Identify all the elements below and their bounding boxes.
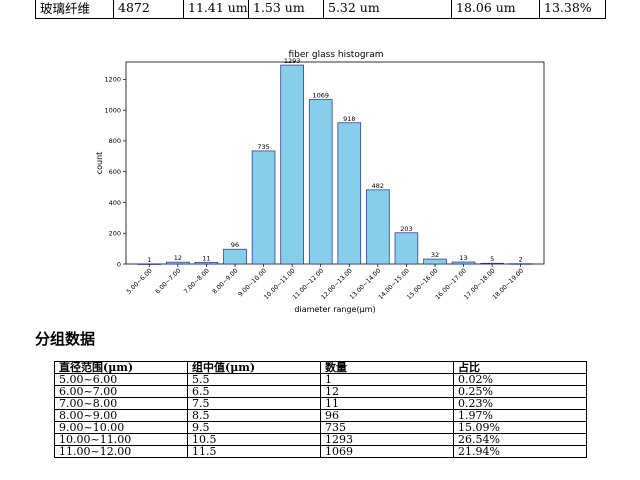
cell-count: 96 [320, 409, 454, 422]
header-ratio: 占比 [453, 361, 587, 374]
summary-mean: 11.41 um [183, 0, 249, 19]
x-tick-label: 5.00~6.00 [126, 267, 154, 295]
cell-count: 12 [320, 385, 454, 398]
cell-range: 10.00~11.00 [54, 433, 188, 446]
chart-title: fiber glass histogram [288, 50, 383, 60]
y-tick-label: 400 [109, 199, 121, 207]
cell-count: 11 [320, 397, 454, 410]
cell-ratio: 0.23% [453, 397, 587, 410]
bar-9.00~10.00 [251, 150, 276, 265]
bar-12.00~13.00 [337, 122, 362, 265]
histogram-chart: fiber glass histogram 1 12 11 96 735 1293 1069… [95, 50, 545, 314]
cell-range: 5.00~6.00 [54, 373, 188, 386]
bar-10.00~11.00 [280, 64, 304, 265]
cell-midpoint: 9.5 [187, 421, 321, 434]
cell-midpoint: 11.5 [187, 445, 321, 458]
bar-value-label: 5 [490, 255, 494, 263]
summary-cv: 13.38% [539, 0, 606, 19]
x-tick-label: 18.00~19.00 [491, 267, 525, 301]
cell-range: 6.00~7.00 [54, 385, 188, 398]
cell-range: 8.00~9.00 [54, 409, 188, 422]
bar-value-label: 11 [202, 254, 210, 262]
bars-group: 1 12 11 96 735 1293 1069 918 482 203 32 13 5 2 [137, 57, 533, 265]
y-tick-label: 1200 [104, 76, 121, 84]
summary-max: 18.06 um [451, 0, 540, 19]
y-tick-label: 600 [109, 168, 121, 176]
x-tick-label: 9.00~10.00 [237, 267, 268, 298]
table-row: 10.00~11.00 10.5 1293 26.54% [54, 433, 587, 446]
table-row: 11.00~12.00 11.5 1069 21.94% [54, 445, 587, 458]
header-count: 数量 [320, 361, 454, 374]
cell-midpoint: 7.5 [187, 397, 321, 410]
table-row: 6.00~7.00 6.5 12 0.25% [54, 385, 587, 398]
cell-midpoint: 8.5 [187, 409, 321, 422]
bar-11.00~12.00 [308, 99, 333, 265]
bar-value-label: 735 [257, 143, 269, 151]
x-tick-label: 7.00~8.00 [183, 267, 211, 295]
bar-value-label: 2 [519, 256, 523, 264]
y-tick-label: 1000 [104, 106, 121, 114]
table-row: 7.00~8.00 7.5 11 0.23% [54, 397, 587, 410]
summary-min: 5.32 um [323, 0, 452, 19]
x-axis-label: diameter range(μm) [294, 305, 375, 314]
cell-midpoint: 10.5 [187, 433, 321, 446]
plot-frame [125, 61, 545, 265]
y-tick-label: 200 [109, 230, 121, 238]
cell-count: 735 [320, 421, 454, 434]
table-row: 9.00~10.00 9.5 735 15.09% [54, 421, 587, 434]
header-midpoint: 组中值(μm) [187, 361, 321, 374]
bar-value-label: 32 [431, 251, 439, 259]
bar-value-label: 482 [372, 182, 384, 190]
y-tick-label: 0 [117, 260, 121, 268]
cell-count: 1293 [320, 433, 454, 446]
cell-ratio: 0.02% [453, 373, 587, 386]
bar-8.00~9.00 [223, 248, 247, 265]
x-tick-label: 8.00~9.00 [211, 267, 239, 295]
bar-value-label: 918 [343, 115, 355, 123]
y-tick-label: 800 [109, 137, 121, 145]
cell-count: 1 [320, 373, 454, 386]
bar-value-label: 1069 [312, 92, 329, 100]
cell-ratio: 21.94% [453, 445, 587, 458]
cell-range: 11.00~12.00 [54, 445, 188, 458]
bar-value-label: 13 [459, 254, 467, 262]
bar-17.00~18.00 [480, 262, 504, 265]
cell-midpoint: 5.5 [187, 373, 321, 386]
y-axis-ticks: 0 200 400 600 800 1000 1200 [104, 76, 126, 268]
group-data-table: 直径范围(μm) 组中值(μm) 数量 占比 5.00~6.00 5.5 1 0… [54, 361, 587, 458]
table-header-row: 直径范围(μm) 组中值(μm) 数量 占比 [54, 361, 587, 374]
summary-material: 玻璃纤维 [35, 0, 114, 19]
bar-value-label: 1293 [284, 57, 301, 65]
table-row: 8.00~9.00 8.5 96 1.97% [54, 409, 587, 422]
table-row: 5.00~6.00 5.5 1 0.02% [54, 373, 587, 386]
bar-14.00~15.00 [394, 232, 419, 265]
bar-value-label: 96 [231, 241, 239, 249]
bar-value-label: 12 [174, 254, 182, 262]
summary-stddev: 1.53 um [248, 0, 324, 19]
cell-ratio: 1.97% [453, 409, 587, 422]
bar-16.00~17.00 [451, 261, 476, 265]
x-tick-label: 6.00~7.00 [154, 267, 182, 295]
cell-ratio: 26.54% [453, 433, 587, 446]
cell-ratio: 15.09% [453, 421, 587, 434]
bar-7.00~8.00 [194, 261, 219, 265]
bar-15.00~16.00 [423, 258, 447, 265]
cell-midpoint: 6.5 [187, 385, 321, 398]
summary-table: 玻璃纤维 4872 11.41 um 1.53 um 5.32 um 18.06… [35, 0, 606, 19]
bar-13.00~14.00 [366, 189, 390, 265]
section-title: 分组数据 [35, 330, 96, 348]
cell-count: 1069 [320, 445, 454, 458]
cell-ratio: 0.25% [453, 385, 587, 398]
bar-value-label: 203 [400, 225, 412, 233]
summary-row: 玻璃纤维 4872 11.41 um 1.53 um 5.32 um 18.06… [35, 0, 606, 19]
bar-value-label: 1 [147, 256, 151, 264]
header-diameter-range: 直径范围(μm) [54, 361, 188, 374]
cell-range: 9.00~10.00 [54, 421, 188, 434]
y-axis-label: count [95, 152, 104, 175]
bar-6.00~7.00 [166, 261, 190, 265]
summary-count: 4872 [113, 0, 184, 19]
x-axis-ticks: 5.00~6.00 6.00~7.00 7.00~8.00 8.00~9.009.00… [126, 264, 525, 301]
cell-range: 7.00~8.00 [54, 397, 188, 410]
